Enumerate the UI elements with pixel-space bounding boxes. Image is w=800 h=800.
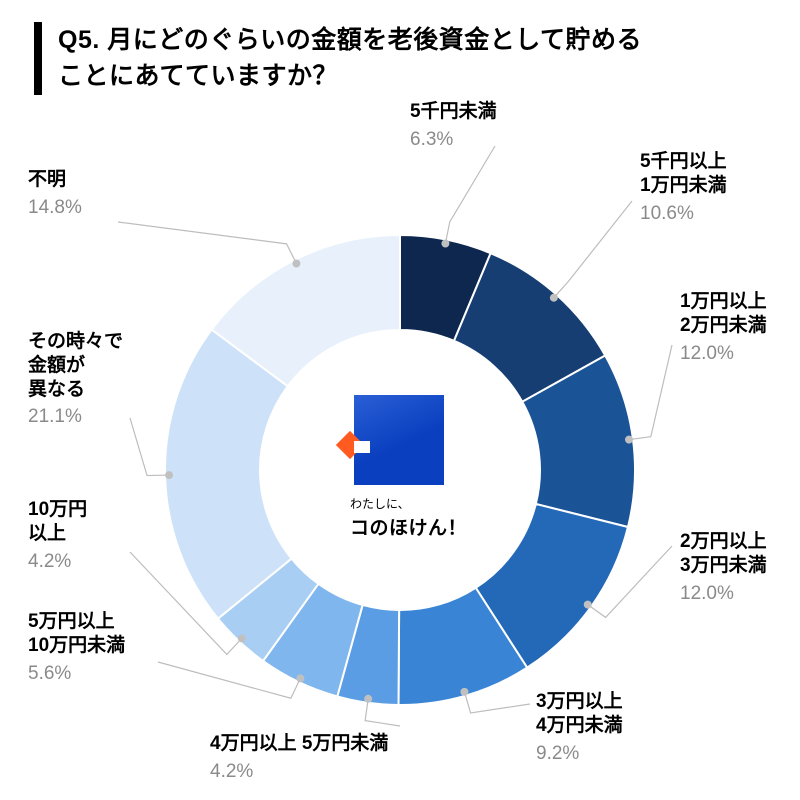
center-logo: わたしに、 コのほけん！ <box>350 395 470 540</box>
slice-percent: 12.0% <box>680 582 767 606</box>
slice-category: 10万円以上 <box>28 498 87 546</box>
leader-line <box>554 201 632 298</box>
slice-label: 5千円未満 6.3% <box>410 100 497 152</box>
slice-category: 4万円以上 5万円未満 <box>210 732 388 756</box>
slice-percent: 12.0% <box>680 342 767 366</box>
slice-label: 1万円以上2万円未満 12.0% <box>680 290 767 365</box>
logo-square-icon <box>354 395 444 485</box>
slice-percent: 9.2% <box>536 742 623 766</box>
leader-line <box>445 146 495 244</box>
slice-label: 10万円以上 4.2% <box>28 498 87 573</box>
slice-category: 5千円未満 <box>410 100 497 124</box>
slice-category: 2万円以上3万円未満 <box>680 530 767 578</box>
leader-dot-icon <box>625 436 633 444</box>
slice-category: 1万円以上2万円未満 <box>680 290 767 338</box>
slice-percent: 14.8% <box>28 196 82 220</box>
leader-line <box>629 345 672 440</box>
slice-label: 不明 14.8% <box>28 168 82 220</box>
logo-tagline-2: コのほけん！ <box>350 513 470 540</box>
leader-dot-icon <box>584 601 592 609</box>
slice-percent: 4.2% <box>210 760 388 784</box>
leader-line <box>130 418 169 476</box>
slice-label: 5万円以上10万円未満 5.6% <box>28 610 125 685</box>
slice-label: 5千円以上1万円未満 10.6% <box>640 150 727 225</box>
slice-category: 不明 <box>28 168 82 192</box>
slice-label: 4万円以上 5万円未満 4.2% <box>210 732 388 784</box>
leader-dot-icon <box>292 260 300 268</box>
slice-category: 3万円以上4万円未満 <box>536 690 623 738</box>
leader-dot-icon <box>296 674 304 682</box>
leader-dot-icon <box>441 240 449 248</box>
slice-label: 2万円以上3万円未満 12.0% <box>680 530 767 605</box>
slice-percent: 6.3% <box>410 128 497 152</box>
leader-dot-icon <box>550 294 558 302</box>
leader-line <box>118 222 296 264</box>
leader-dot-icon <box>364 695 372 703</box>
leader-dot-icon <box>165 471 173 479</box>
slice-percent: 10.6% <box>640 202 727 226</box>
slice-label: 3万円以上4万円未満 9.2% <box>536 690 623 765</box>
slice-percent: 4.2% <box>28 550 87 574</box>
slice-label: その時々で金額が異なる 21.1% <box>28 330 123 429</box>
slice-category: 5万円以上10万円未満 <box>28 610 125 658</box>
slice-category: その時々で金額が異なる <box>28 330 123 401</box>
slice-category: 5千円以上1万円未満 <box>640 150 727 198</box>
logo-tagline-1: わたしに、 <box>350 495 470 512</box>
leader-dot-icon <box>460 688 468 696</box>
logo-notch <box>354 441 370 453</box>
leader-dot-icon <box>238 634 246 642</box>
slice-percent: 5.6% <box>28 662 125 686</box>
slice-percent: 21.1% <box>28 405 123 429</box>
leader-line <box>464 692 530 713</box>
